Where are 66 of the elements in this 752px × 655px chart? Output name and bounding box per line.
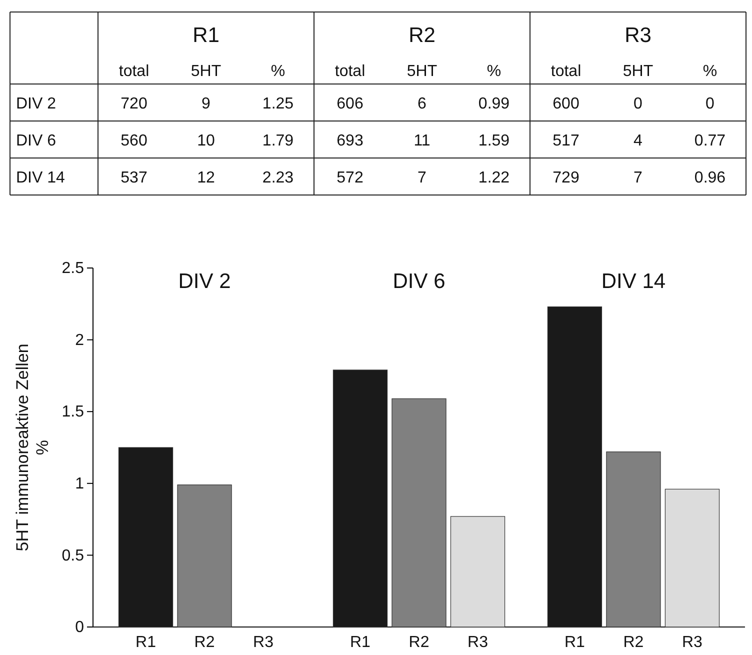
- text: R1: [350, 634, 370, 651]
- y-tick-label: 0.5: [62, 547, 84, 564]
- data-label: 9: [202, 96, 211, 112]
- y-tick-label: 1.5: [62, 404, 84, 421]
- data-label: 0.99: [478, 96, 510, 112]
- x-tick-label: DIV 6: [392, 270, 446, 293]
- data-label: 11: [414, 132, 430, 150]
- data-label: 560: [120, 132, 148, 150]
- data-label: 600: [552, 96, 580, 112]
- text: R1: [192, 24, 220, 47]
- y-tick-label: DIV 6: [16, 132, 56, 150]
- x-tick-label: total: [550, 63, 582, 80]
- bar: [664, 488, 720, 628]
- data-label: 1.25: [262, 96, 294, 112]
- data-label: 0: [634, 96, 643, 112]
- bar: [606, 452, 661, 628]
- data-label: 729: [552, 170, 580, 186]
- y-tick-label: 0: [75, 619, 84, 636]
- x-tick-label: 5HT: [406, 63, 438, 80]
- text: R1: [564, 634, 585, 651]
- y-tick-label: DIV 2: [16, 96, 56, 112]
- data-label: 537: [120, 170, 148, 186]
- y-tick-label: 1: [75, 476, 84, 493]
- bar: [450, 516, 506, 628]
- data-label: 0: [706, 96, 715, 112]
- y-tick-label: DIV 14: [16, 170, 66, 186]
- data-label: 1.22: [478, 170, 510, 186]
- x-tick-label: %: [486, 63, 502, 80]
- series-label: R3: [468, 634, 488, 651]
- data-label: 720: [120, 96, 148, 112]
- data-label: 606: [336, 96, 364, 112]
- data-label: 2.23: [262, 170, 294, 186]
- y-tick-label: 2: [75, 332, 84, 349]
- data-label: 0.77: [694, 132, 726, 150]
- data-label: 1.59: [478, 132, 510, 150]
- data-label: 10: [197, 132, 215, 150]
- text: R2: [408, 24, 436, 47]
- data-label: 517: [552, 132, 580, 150]
- text: R2: [408, 634, 430, 651]
- bar: [177, 484, 232, 628]
- data-label: 4: [634, 132, 643, 150]
- data-label: 572: [336, 170, 364, 186]
- data-label: 6: [418, 96, 427, 112]
- x-tick-label: 5HT: [622, 63, 654, 80]
- text: R3: [624, 24, 652, 47]
- x-tick-label: DIV 2: [178, 270, 231, 293]
- bar: [392, 398, 446, 628]
- x-tick-label: 5HT: [190, 63, 222, 80]
- x-tick-label: total: [118, 63, 150, 80]
- data-label: 1.79: [262, 132, 294, 150]
- data-label: 0.96: [694, 170, 726, 186]
- x-tick-label: total: [334, 63, 366, 80]
- x-tick-label: %: [270, 63, 286, 80]
- data-label: 12: [197, 170, 215, 186]
- x-tick-label: %: [702, 63, 718, 80]
- series-label: R2: [194, 634, 215, 651]
- y-tick-label: 2.5: [62, 260, 84, 278]
- text: R3: [682, 634, 702, 651]
- data-label: 693: [336, 132, 364, 150]
- data-label: 7: [634, 170, 643, 186]
- text: R3: [253, 634, 274, 651]
- series-label: R1: [136, 634, 156, 651]
- x-tick-label: DIV 14: [601, 270, 666, 293]
- data-label: 7: [418, 170, 427, 186]
- text: R2: [623, 634, 644, 651]
- y-axis-title: 5HT immunoreaktive Zellen %: [13, 344, 52, 552]
